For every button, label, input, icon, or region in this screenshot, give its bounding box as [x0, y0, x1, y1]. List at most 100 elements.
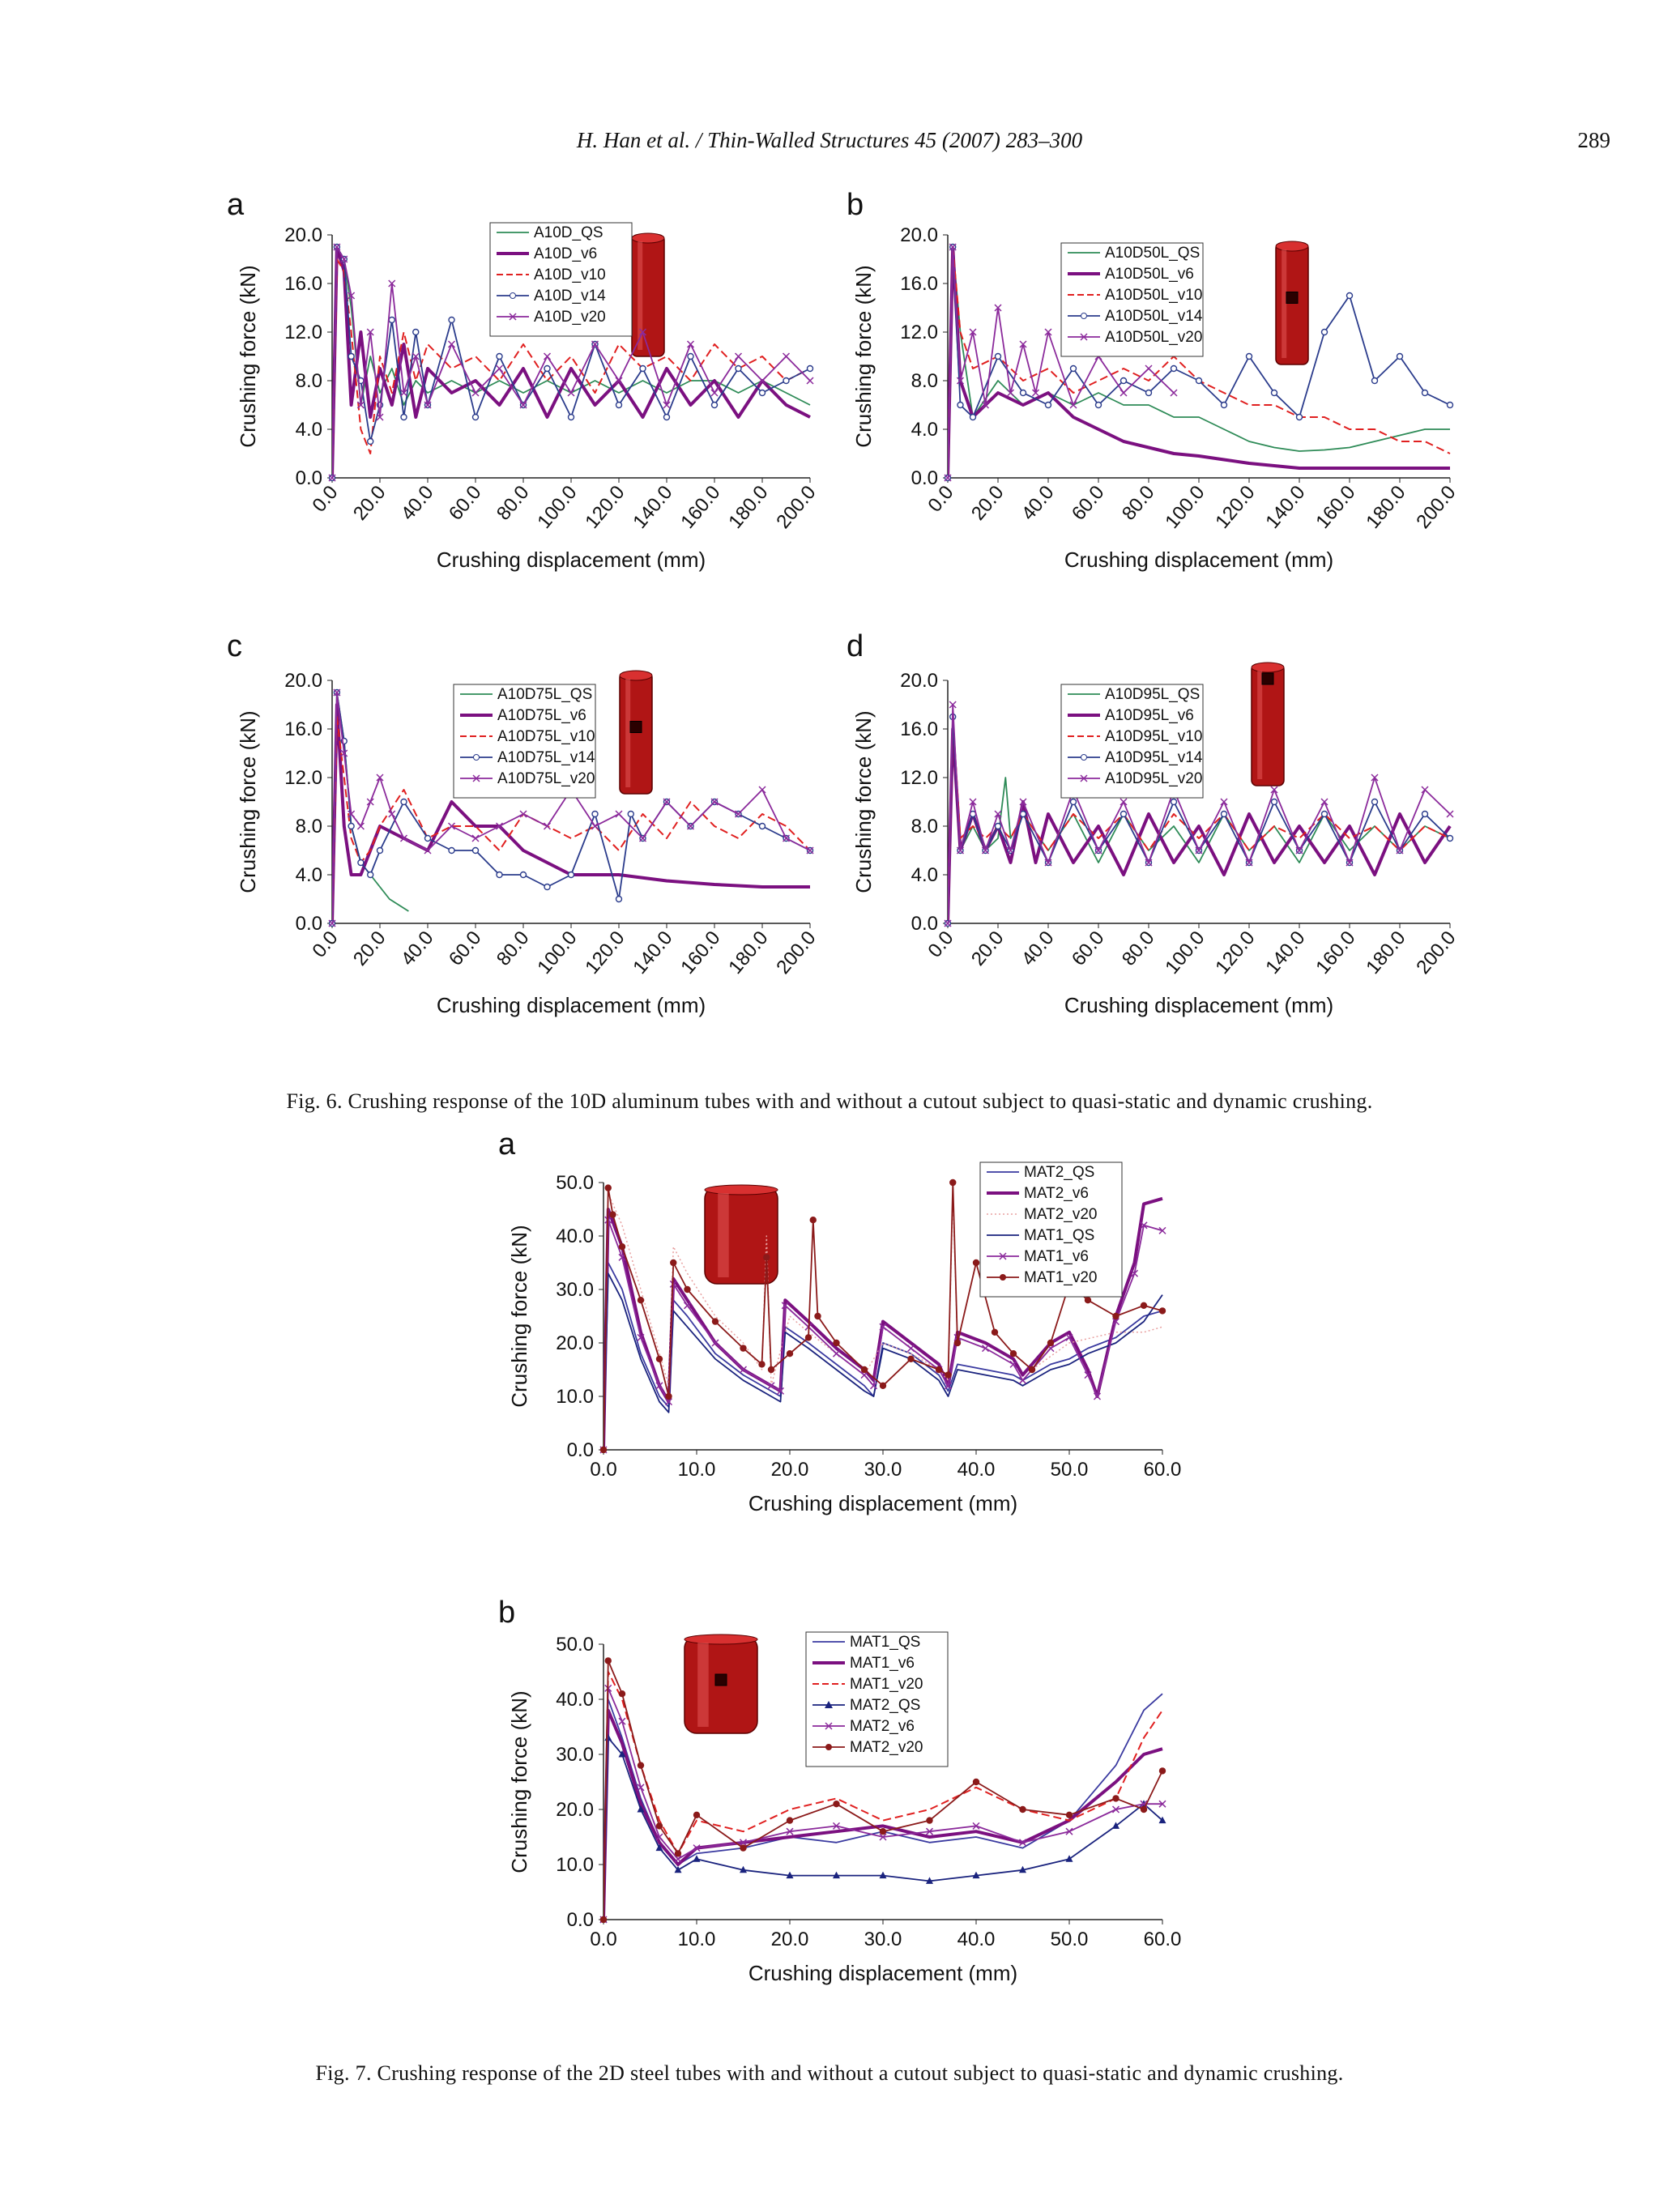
- series-marker: [860, 1371, 868, 1379]
- series-marker: [1069, 798, 1077, 806]
- series-marker: [1320, 328, 1328, 336]
- x-tick-label: 120.0: [581, 482, 629, 533]
- series-marker: [957, 401, 964, 409]
- series-marker: [740, 1345, 747, 1352]
- tube-specimen-image: [631, 232, 665, 357]
- legend-marker: [473, 754, 480, 761]
- series-marker: [944, 1382, 953, 1390]
- series-marker: [906, 1345, 915, 1353]
- series-marker: [366, 798, 374, 806]
- series-marker: [758, 389, 766, 397]
- series-marker: [953, 1339, 962, 1347]
- x-tick-label: 140.0: [629, 927, 676, 978]
- series-marker: [879, 1382, 887, 1389]
- series-marker: [1028, 1366, 1036, 1374]
- figure-7a: a 0.0 10.0 20.0 30.0 40.0 50.0 0.0 10.0 20.0 30.0 4…: [478, 1127, 1207, 1583]
- series-marker: [618, 1690, 626, 1698]
- series-marker: [1065, 1333, 1073, 1341]
- x-tick-label: 40.0: [957, 1929, 996, 1950]
- series-marker: [956, 846, 965, 855]
- series-marker: [655, 1822, 663, 1830]
- series-marker: [710, 389, 719, 397]
- panel-letter: b: [847, 188, 864, 222]
- series-marker: [994, 352, 1002, 360]
- legend-marker: [1080, 774, 1088, 782]
- series-marker: [809, 1216, 817, 1224]
- legend-label: MAT2_v20: [1024, 1206, 1097, 1223]
- y-tick-label: 8.0: [296, 370, 322, 392]
- series-marker: [599, 1446, 608, 1454]
- y-tick-label: 20.0: [900, 224, 938, 246]
- x-tick-label: 10.0: [678, 1459, 716, 1481]
- legend-label: A10D75L_v10: [497, 728, 595, 745]
- tube-highlight: [1282, 249, 1287, 358]
- series-marker: [1158, 1767, 1166, 1775]
- y-tick-label: 30.0: [556, 1744, 594, 1766]
- panel-letter: a: [498, 1127, 516, 1161]
- series-marker: [448, 846, 455, 855]
- series-marker: [981, 846, 990, 855]
- series-marker: [711, 1318, 719, 1325]
- figure-6d: d 0.0 4.0 8.0 12.0 16.0 20.0 0.0 20.0 40.0 60.0 80.…: [826, 628, 1466, 1065]
- legend: MAT1_QS MAT1_v6 MAT1_v20 MAT2_QS MAT2_v6 MAT2…: [805, 1631, 949, 1767]
- series-marker: [1195, 377, 1203, 385]
- y-tick-label: 4.0: [296, 419, 322, 441]
- series-line-1: [948, 245, 1450, 479]
- series-marker: [348, 352, 355, 360]
- series-marker: [366, 328, 374, 336]
- y-tick-label: 16.0: [900, 273, 938, 295]
- series-marker: [1371, 377, 1379, 385]
- series-marker: [969, 798, 977, 806]
- series-marker: [357, 859, 365, 867]
- y-tick-label: 0.0: [911, 467, 938, 489]
- legend-marker: [999, 1252, 1007, 1260]
- series-marker: [1065, 1855, 1073, 1862]
- series-marker: [1320, 810, 1328, 818]
- series-marker: [1446, 810, 1454, 818]
- series-marker: [879, 1833, 887, 1841]
- series-marker: [1111, 1805, 1120, 1813]
- series-marker: [949, 701, 957, 709]
- series-marker: [615, 895, 623, 903]
- series-marker: [328, 919, 336, 927]
- legend-label: A10D_v6: [534, 245, 597, 262]
- series-marker: [994, 810, 1002, 818]
- series-marker: [833, 1801, 840, 1808]
- series-marker: [1220, 810, 1228, 818]
- series-marker: [356, 822, 365, 830]
- series-marker: [340, 255, 348, 263]
- series-marker: [806, 377, 814, 385]
- legend-label: A10D50L_v14: [1105, 308, 1203, 325]
- series-marker: [734, 352, 743, 360]
- y-tick-label: 20.0: [556, 1799, 594, 1821]
- x-tick-label: 40.0: [397, 482, 438, 525]
- series-marker: [399, 834, 408, 842]
- y-axis-title: Crushing force (kN): [507, 1225, 531, 1407]
- series-marker: [969, 328, 977, 336]
- series-marker: [663, 401, 671, 409]
- series-marker: [424, 401, 432, 409]
- series-line-4: [603, 1687, 1162, 1920]
- series-marker: [604, 1657, 612, 1664]
- legend-label: MAT1_v6: [850, 1655, 915, 1672]
- x-tick-label: 100.0: [1161, 927, 1209, 978]
- series-line-0: [948, 246, 1450, 479]
- series-marker: [496, 352, 503, 360]
- series-marker: [683, 1302, 692, 1310]
- series-marker: [1065, 1827, 1073, 1835]
- series-marker: [567, 871, 575, 879]
- series-marker: [1031, 389, 1040, 397]
- series-marker: [567, 389, 575, 397]
- series-marker: [1158, 1816, 1166, 1824]
- tube-highlight: [1257, 671, 1263, 779]
- series-marker: [1145, 859, 1153, 867]
- series-marker: [615, 377, 623, 385]
- y-tick-label: 40.0: [556, 1689, 594, 1711]
- legend-label: A10D75L_QS: [497, 686, 592, 703]
- fig6c-svg: c0.04.08.012.016.020.00.0 20.0 40.0 60.0 80.…: [227, 629, 821, 1017]
- tube-top: [619, 670, 653, 681]
- x-tick-label: 40.0: [957, 1459, 996, 1481]
- series-marker: [711, 1339, 719, 1347]
- x-tick-label: 40.0: [1017, 482, 1059, 525]
- x-tick-label: 100.0: [1161, 482, 1209, 533]
